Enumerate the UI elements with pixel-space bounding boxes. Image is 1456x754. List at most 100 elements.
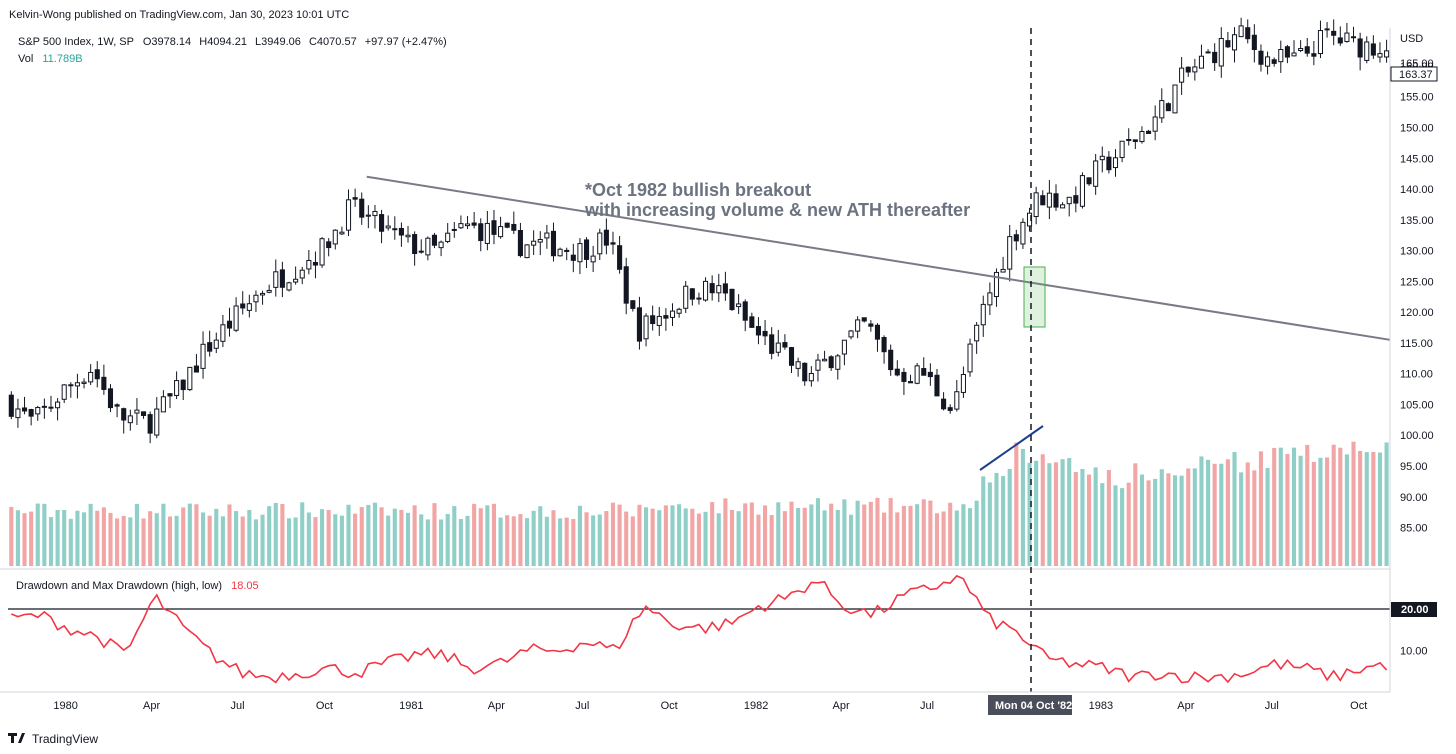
volume-bar xyxy=(62,509,67,566)
volume-bar xyxy=(756,514,761,566)
volume-bar xyxy=(1206,459,1211,566)
volume-bar xyxy=(511,516,516,566)
candle-body xyxy=(1159,100,1165,119)
candle-body xyxy=(81,381,87,384)
volume-label: Vol xyxy=(18,53,33,65)
indicator-value: 18.05 xyxy=(231,580,259,592)
candle-body xyxy=(537,238,543,243)
price-axis-tick: 125.00 xyxy=(1400,276,1434,288)
volume-bar xyxy=(710,502,715,566)
candle-body xyxy=(345,199,352,231)
volume-bar xyxy=(624,511,629,566)
candle-body xyxy=(1311,53,1317,57)
volume-bar xyxy=(161,503,166,566)
volume-bar xyxy=(670,505,675,566)
volume-bar xyxy=(1047,463,1052,566)
candle-body xyxy=(557,248,563,257)
time-axis-label: Jul xyxy=(1265,700,1279,712)
time-axis[interactable]: 1980 Apr Jul Oct 1981 Apr Jul Oct 1982 Apr Jul 1983… xyxy=(53,700,1367,712)
candle-body xyxy=(174,380,180,396)
time-axis-label: Jul xyxy=(230,700,244,712)
candle-body xyxy=(279,269,285,288)
volume-bar xyxy=(604,511,609,566)
volume-bar xyxy=(895,512,900,566)
candle-body xyxy=(954,391,960,410)
candle-body xyxy=(8,394,14,417)
volume-bar xyxy=(1073,472,1078,566)
volume-bar xyxy=(399,509,404,566)
resistance-trendline[interactable] xyxy=(366,175,1391,341)
price-axis-tick: 105.00 xyxy=(1400,399,1434,411)
volume-bar xyxy=(677,504,682,566)
candle-body xyxy=(464,223,471,227)
volume-bar xyxy=(55,509,60,566)
candle-body xyxy=(1119,140,1125,159)
time-axis-label: Jul xyxy=(920,700,934,712)
candle-body xyxy=(484,222,490,244)
volume-bar xyxy=(286,518,292,566)
candle-body xyxy=(1331,30,1337,36)
change-value: +97.97 (+2.47%) xyxy=(365,36,447,48)
candle-body xyxy=(1093,160,1099,187)
time-axis-label: Oct xyxy=(1350,700,1367,712)
candle-body xyxy=(570,254,576,261)
candle-body xyxy=(1079,175,1085,207)
candle-body xyxy=(517,230,523,257)
indicator-level-label: 20.00 xyxy=(1401,604,1429,616)
candle-body xyxy=(749,316,755,328)
volume-bar xyxy=(796,507,801,566)
volume-bar xyxy=(610,502,616,566)
candle-body xyxy=(339,231,345,235)
candle-body xyxy=(35,407,41,415)
candle-body xyxy=(1231,34,1238,51)
volume-bar xyxy=(1239,472,1244,566)
volume-bar xyxy=(1133,463,1138,566)
annotation-line-1: *Oct 1982 bullish breakout xyxy=(585,180,811,200)
volume-value: 11.789B xyxy=(42,53,82,65)
indicator-axis-tick: 10.00 xyxy=(1400,645,1428,657)
candle-body xyxy=(1073,195,1079,204)
volume-bar xyxy=(1272,447,1277,566)
candle-body xyxy=(1337,37,1343,44)
volume-bar xyxy=(267,506,272,566)
candle-body xyxy=(306,259,312,270)
candle-body xyxy=(207,342,213,352)
volume-bar xyxy=(1344,454,1349,566)
candle-body xyxy=(312,261,319,266)
candle-body xyxy=(590,255,596,263)
volume-bar xyxy=(187,503,192,566)
price-axis-tick: 90.00 xyxy=(1400,492,1428,504)
candle-body xyxy=(385,225,391,229)
candle-body xyxy=(107,388,114,409)
last-price-label: 163.37 xyxy=(1399,69,1433,81)
time-axis-label: Apr xyxy=(1177,700,1194,712)
candle-body xyxy=(365,214,371,217)
candle-body xyxy=(921,368,927,376)
volume-bar xyxy=(961,504,966,566)
candle-body xyxy=(193,365,199,373)
ohlc-legend: S&P 500 Index, 1W, SP O3978.14 H4094.21 … xyxy=(18,36,447,65)
candle-body xyxy=(564,249,570,252)
volume-bar xyxy=(994,472,999,566)
volume-bar xyxy=(293,517,298,566)
candle-body xyxy=(1370,43,1376,56)
indicator-level-badge xyxy=(1391,602,1437,617)
volume-bar xyxy=(908,505,913,566)
volume-bar xyxy=(1298,455,1303,566)
volume-bar xyxy=(915,504,920,566)
candle-body xyxy=(74,382,80,387)
breakout-highlight-box[interactable] xyxy=(1023,266,1046,328)
volume-trend-line[interactable] xyxy=(979,425,1044,471)
volume-bar xyxy=(68,518,73,566)
price-axis[interactable]: USD 165.00 160.00155.00150.00145.00140.0… xyxy=(1400,33,1434,535)
candle-body xyxy=(815,359,821,371)
volume-bar xyxy=(141,518,146,566)
candle-body xyxy=(947,407,953,411)
high-value: 4094.21 xyxy=(207,36,247,48)
volume-bar xyxy=(240,516,245,566)
candle-body xyxy=(293,278,299,283)
volume-bar xyxy=(723,498,728,566)
candle-body xyxy=(1146,130,1152,134)
volume-bar xyxy=(597,514,602,566)
